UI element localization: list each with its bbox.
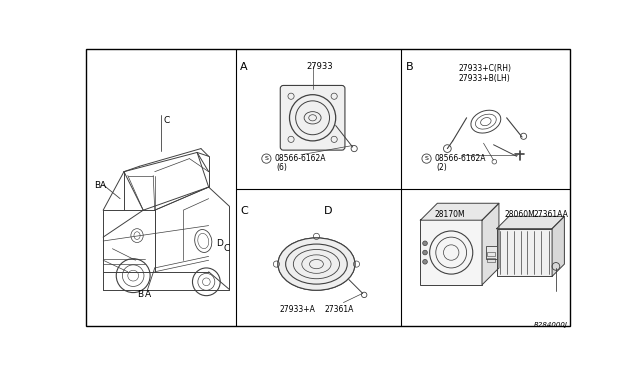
Bar	[488, 252, 495, 256]
Bar	[488, 258, 495, 262]
Text: A: A	[240, 62, 248, 71]
Text: 27933+B(LH): 27933+B(LH)	[459, 74, 511, 83]
Circle shape	[422, 241, 428, 246]
Ellipse shape	[278, 238, 355, 290]
Polygon shape	[482, 203, 499, 285]
FancyBboxPatch shape	[280, 86, 345, 150]
Polygon shape	[552, 217, 564, 276]
Text: S: S	[424, 156, 429, 161]
Circle shape	[422, 260, 428, 264]
Text: 27933: 27933	[307, 62, 333, 71]
Text: (6): (6)	[276, 163, 287, 172]
Text: R284000J: R284000J	[534, 322, 568, 328]
Text: 27361AA: 27361AA	[534, 210, 568, 219]
Text: B: B	[406, 62, 413, 71]
Text: S: S	[264, 156, 268, 161]
Text: A: A	[145, 291, 151, 299]
Text: B: B	[137, 291, 143, 299]
Bar	[420, 219, 482, 285]
Polygon shape	[420, 203, 499, 220]
Text: 27933+C(RH): 27933+C(RH)	[459, 64, 512, 73]
Text: C: C	[240, 206, 248, 217]
Text: (2): (2)	[436, 163, 447, 172]
Circle shape	[422, 250, 428, 255]
Bar	[497, 229, 552, 276]
Ellipse shape	[278, 238, 355, 290]
Text: 08566-6162A: 08566-6162A	[435, 154, 486, 163]
Text: C: C	[223, 244, 230, 253]
Text: 08566-6162A: 08566-6162A	[274, 154, 326, 163]
Text: 28170M: 28170M	[435, 210, 465, 219]
Text: D: D	[216, 239, 223, 248]
Polygon shape	[497, 217, 564, 229]
Text: 27361A: 27361A	[324, 305, 353, 314]
Text: 28060M: 28060M	[504, 210, 535, 219]
Text: B: B	[94, 181, 100, 190]
Text: C: C	[163, 116, 170, 125]
Text: D: D	[324, 206, 333, 217]
Text: 27933+A: 27933+A	[280, 305, 316, 314]
Bar	[486, 246, 497, 259]
Text: A: A	[100, 181, 106, 190]
